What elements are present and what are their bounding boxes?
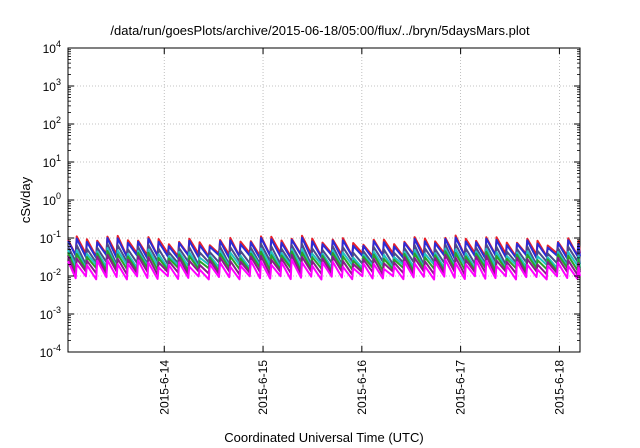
y-tick-exponent: 2	[56, 115, 61, 125]
y-tick-base: 10	[43, 156, 57, 170]
y-tick-exponent: 0	[56, 191, 61, 201]
y-tick-exponent: 4	[56, 39, 61, 49]
series-line	[67, 236, 581, 260]
x-tick-label: 2015-6-16	[355, 360, 369, 415]
y-tick-label: 10-2	[40, 267, 61, 284]
y-tick-base: 10	[43, 80, 57, 94]
series-group	[67, 234, 581, 281]
x-tick-label: 2015-6-17	[454, 360, 468, 415]
series-line	[67, 242, 581, 266]
y-tick-label: 10-4	[40, 343, 61, 360]
y-tick-base: 10	[43, 118, 57, 132]
y-tick-base: 10	[43, 42, 57, 56]
y-tick-exponent: -4	[53, 343, 61, 353]
y-tick-label: 104	[43, 39, 61, 56]
y-tick-base: 10	[40, 346, 54, 360]
chart-title: /data/run/goesPlots/archive/2015-06-18/0…	[110, 23, 530, 38]
y-tick-label: 102	[43, 115, 61, 132]
y-tick-exponent: 1	[56, 153, 61, 163]
y-tick-label: 103	[43, 77, 61, 94]
x-tick-label: 2015-6-14	[157, 360, 171, 415]
y-tick-base: 10	[40, 232, 54, 246]
x-tick-label: 2015-6-18	[552, 360, 566, 415]
y-tick-label: 10-1	[40, 229, 61, 246]
y-tick-exponent: -1	[53, 229, 61, 239]
y-tick-base: 10	[40, 308, 54, 322]
series-line	[67, 258, 581, 281]
series-line	[67, 253, 581, 276]
x-tick-label: 2015-6-15	[256, 360, 270, 415]
y-tick-label: 10-3	[40, 305, 61, 322]
x-axis-label: Coordinated Universal Time (UTC)	[224, 430, 423, 445]
series-line	[67, 250, 581, 272]
y-axis-label: cSv/day	[18, 176, 33, 223]
y-tick-exponent: -3	[53, 305, 61, 315]
x-axis: 2015-6-14 2015-6-15 2015-6-16 2015-6-17 2015…	[157, 48, 566, 415]
y-tick-label: 101	[43, 153, 61, 170]
y-tick-base: 10	[40, 270, 54, 284]
y-tick-label: 100	[43, 191, 61, 208]
series-line	[67, 247, 581, 269]
y-tick-exponent: 3	[56, 77, 61, 87]
y-tick-exponent: -2	[53, 267, 61, 277]
y-tick-base: 10	[43, 194, 57, 208]
